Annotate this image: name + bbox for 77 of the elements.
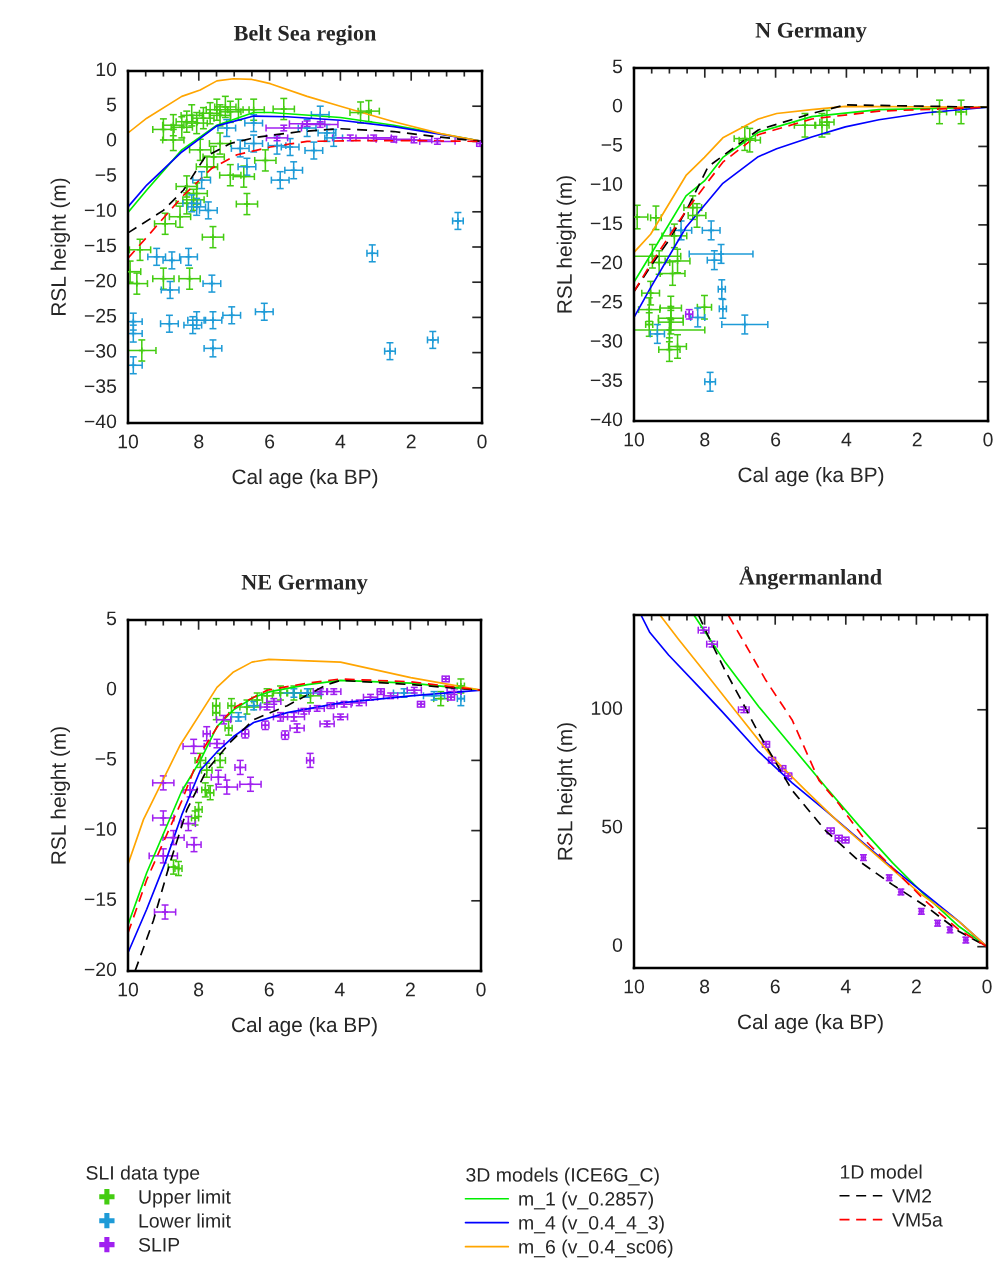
y-tick-label: −35 bbox=[590, 373, 623, 387]
x-tick-label: 0 bbox=[476, 982, 486, 997]
y-tick-label: −40 bbox=[84, 414, 117, 429]
x-tick-label: 0 bbox=[477, 434, 487, 449]
y-tick-label: −20 bbox=[84, 962, 117, 977]
x-tick-label: 8 bbox=[194, 982, 204, 997]
y-tick-label: −15 bbox=[84, 892, 117, 907]
y-tick-label: 0 bbox=[106, 132, 117, 147]
legend-label: m_4 (v_0.4_4_3) bbox=[519, 1215, 664, 1234]
y-axis-title: RSL height (m) bbox=[50, 178, 71, 315]
x-tick-label: 8 bbox=[194, 434, 204, 449]
x-tick-label: 10 bbox=[118, 434, 139, 449]
y-tick-label: −10 bbox=[84, 822, 117, 836]
legend-label: Lower limit bbox=[139, 1213, 231, 1228]
legend-label: m_6 (v_0.4_sc06) bbox=[519, 1239, 673, 1258]
legend-label: VM2 bbox=[892, 1188, 931, 1203]
x-tick-label: 6 bbox=[770, 979, 780, 994]
chart-title: N Germany bbox=[755, 22, 867, 43]
x-tick-label: 10 bbox=[624, 432, 645, 447]
y-tick-label: −10 bbox=[590, 177, 623, 191]
y-tick-label: −20 bbox=[590, 255, 623, 270]
y-tick-label: −25 bbox=[84, 308, 117, 323]
y-tick-label: −15 bbox=[590, 216, 623, 231]
y-tick-label: −20 bbox=[84, 273, 117, 288]
y-tick-label: 5 bbox=[106, 611, 117, 626]
y-tick-label: 10 bbox=[96, 62, 117, 77]
y-tick-label: −5 bbox=[95, 168, 117, 182]
y-tick-label: 100 bbox=[591, 701, 623, 715]
y-tick-label: −30 bbox=[84, 344, 117, 358]
y-tick-label: −25 bbox=[590, 294, 623, 309]
x-tick-label: 6 bbox=[265, 434, 275, 449]
x-axis-title: Cal age (ka BP) bbox=[738, 466, 884, 487]
x-tick-label: 4 bbox=[841, 432, 852, 447]
y-axis-title: RSL height (m) bbox=[557, 723, 577, 860]
x-axis-title: Cal age (ka BP) bbox=[738, 1013, 883, 1034]
y-tick-label: 5 bbox=[106, 97, 117, 112]
legend-label: m_1 (v_0.2857) bbox=[519, 1191, 653, 1210]
chart-title: Ångermanland bbox=[739, 566, 882, 590]
y-tick-label: 0 bbox=[612, 938, 623, 952]
y-tick-label: −30 bbox=[590, 334, 623, 348]
y-axis-title: RSL height (m) bbox=[50, 727, 71, 864]
x-tick-label: 2 bbox=[405, 982, 415, 997]
y-tick-label: 0 bbox=[106, 681, 117, 696]
x-tick-label: 6 bbox=[264, 982, 274, 997]
x-axis-title: Cal age (ka BP) bbox=[232, 1016, 377, 1037]
x-tick-label: 6 bbox=[771, 432, 781, 447]
x-tick-label: 0 bbox=[982, 979, 992, 994]
y-tick-label: −15 bbox=[84, 238, 117, 253]
y-tick-label: −10 bbox=[84, 203, 117, 218]
x-tick-label: 2 bbox=[911, 979, 921, 994]
x-tick-label: 10 bbox=[624, 979, 645, 994]
x-tick-label: 8 bbox=[700, 432, 710, 447]
legend-label: Upper limit bbox=[139, 1189, 231, 1208]
legend-label: VM5a bbox=[892, 1213, 943, 1227]
y-tick-label: 50 bbox=[602, 819, 623, 834]
x-tick-label: 0 bbox=[983, 432, 993, 447]
x-tick-label: 10 bbox=[118, 982, 139, 997]
x-tick-label: 4 bbox=[334, 982, 345, 997]
x-tick-label: 4 bbox=[840, 979, 851, 994]
legend-label: SLIP bbox=[138, 1237, 180, 1252]
x-tick-label: 8 bbox=[700, 979, 710, 994]
x-tick-label: 2 bbox=[912, 432, 922, 447]
y-tick-label: −5 bbox=[95, 752, 117, 766]
chart-title: Belt Sea region bbox=[233, 25, 377, 46]
text: 3D models (ICE6G_C) bbox=[466, 1167, 659, 1186]
text: SLI data type bbox=[86, 1165, 200, 1184]
text: 1D model bbox=[840, 1164, 922, 1179]
y-axis-title: RSL height (m) bbox=[556, 176, 577, 313]
y-tick-label: 5 bbox=[612, 59, 623, 74]
x-tick-label: 4 bbox=[335, 434, 346, 449]
x-tick-label: 2 bbox=[406, 434, 416, 449]
y-tick-label: −35 bbox=[84, 379, 117, 394]
chart-title: NE Germany bbox=[241, 574, 368, 595]
y-tick-label: 0 bbox=[612, 98, 623, 113]
y-tick-label: −40 bbox=[590, 412, 623, 427]
x-axis-title: Cal age (ka BP) bbox=[232, 468, 378, 489]
y-tick-label: −5 bbox=[601, 138, 623, 152]
